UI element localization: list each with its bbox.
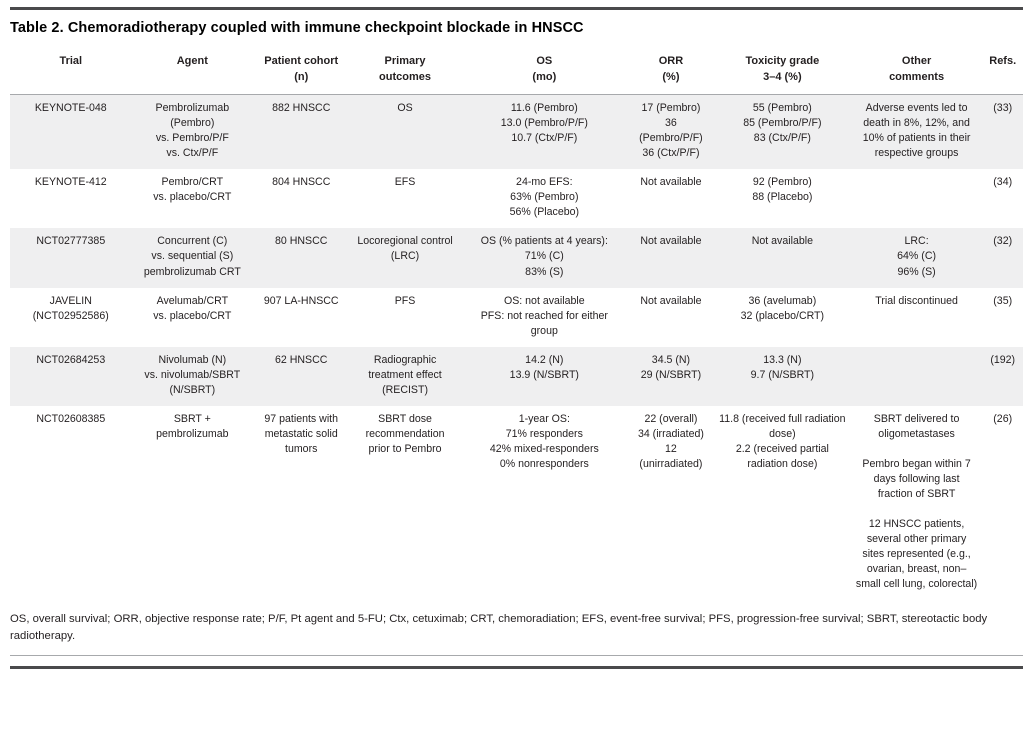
cell-patient-cohort: 62 HNSCC [275,353,328,366]
table-row: NCT02684253 Nivolumab (N) vs. nivolumab/… [10,346,1023,406]
cell-primary-outcomes: PFS [394,294,416,307]
cell-toxicity: 36 (avelumab) 32 (placebo/CRT) [740,294,825,322]
table-title: Table 2. Chemoradiotherapy coupled with … [10,20,584,36]
cell-agent: Nivolumab (N) vs. nivolumab/SBRT (N/SBRT… [144,353,241,396]
cell-orr: Not available [640,294,702,307]
cell-toxicity: 92 (Pembro) 88 (Placebo) [752,176,813,204]
cell-refs: (34) [993,176,1013,189]
cell-refs: (35) [993,294,1013,307]
cell-trial: KEYNOTE-412 [34,176,107,189]
cell-primary-outcomes: Radiographic treatment effect (RECIST) [368,353,442,396]
bottom-thin-rule [10,654,1023,656]
cell-orr: Not available [640,235,702,248]
column-header-patient-cohort: Patient cohort (n) [253,45,350,96]
cell-toxicity: Not available [751,235,813,248]
column-header-refs: Refs. [982,45,1023,96]
table-row: JAVELIN (NCT02952586) Avelumab/CRT vs. p… [10,288,1023,347]
cell-trial: NCT02777385 [36,235,106,248]
cell-os: OS (% patients at 4 years): 71% (C) 83% … [480,235,608,278]
cell-os: 1-year OS: 71% responders 42% mixed-resp… [489,412,599,470]
table-row: NCT02608385 SBRT + pembrolizumab 97 pati… [10,406,1023,600]
cell-refs: (192) [990,353,1016,366]
cell-toxicity: 11.8 (received full radiation dose) 2.2 … [719,412,846,470]
cell-trial: KEYNOTE-048 [34,102,107,115]
column-header-os: OS (mo) [460,45,628,96]
cell-patient-cohort: 907 LA-HNSCC [263,294,339,307]
cell-patient-cohort: 97 patients with metastatic solid tumors [264,412,339,455]
cell-trial: NCT02684253 [36,353,106,366]
cell-other-comments: LRC: 64% (C) 96% (S) [897,235,936,278]
column-header-primary-outcomes: Primary outcomes [349,45,461,96]
cell-refs: (32) [993,235,1013,248]
bottom-thick-rule [10,665,1023,669]
cell-os: 11.6 (Pembro) 13.0 (Pembro/P/F) 10.7 (Ct… [500,102,588,145]
table-header-row: Trial Agent Patient cohort (n) Primary o… [10,45,1023,96]
cell-orr: 34.5 (N) 29 (N/SBRT) [640,353,702,381]
cell-orr: 22 (overall) 34 (irradiated) 12 (unirrad… [637,412,704,470]
cell-other-comments [851,347,983,406]
cell-agent: Avelumab/CRT vs. placebo/CRT [153,294,232,322]
table-row: KEYNOTE-048 Pembrolizumab (Pembro) vs. P… [10,94,1023,170]
cell-toxicity: 13.3 (N) 9.7 (N/SBRT) [750,353,815,381]
column-header-trial: Trial [10,45,132,96]
cell-orr: 17 (Pembro) 36 (Pembro/P/F) 36 (Ctx/P/F) [639,102,703,160]
table-row: NCT02777385 Concurrent (C) vs. sequentia… [10,228,1023,288]
cell-trial: NCT02608385 [36,412,106,425]
clinical-trials-table: Trial Agent Patient cohort (n) Primary o… [10,45,1023,600]
cell-agent: Pembrolizumab (Pembro) vs. Pembro/P/F vs… [155,102,230,160]
column-header-agent: Agent [131,45,254,96]
cell-os: 24-mo EFS: 63% (Pembro) 56% (Placebo) [509,176,580,219]
cell-os: OS: not available PFS: not reached for e… [480,294,608,337]
cell-patient-cohort: 804 HNSCC [272,176,331,189]
cell-other-comments: Trial discontinued [875,294,958,307]
cell-refs: (26) [993,412,1013,425]
cell-agent: Pembro/CRT vs. placebo/CRT [153,176,232,204]
cell-refs: (33) [993,102,1013,115]
cell-primary-outcomes: SBRT dose recommendation prior to Pembro [365,412,445,455]
cell-os: 14.2 (N) 13.9 (N/SBRT) [509,353,579,381]
table-footnote: OS, overall survival; ORR, objective res… [10,613,988,643]
cell-trial: JAVELIN (NCT02952586) [32,294,109,322]
cell-agent: SBRT + pembrolizumab [156,412,229,440]
cell-primary-outcomes: OS [397,102,413,115]
cell-patient-cohort: 882 HNSCC [272,102,331,115]
cell-other-comments: Adverse events led to death in 8%, 12%, … [862,102,971,160]
cell-other-comments [851,169,983,228]
cell-agent: Concurrent (C) vs. sequential (S) pembro… [143,235,241,278]
cell-orr: Not available [640,176,702,189]
cell-primary-outcomes: Locoregional control (LRC) [357,235,453,263]
table-row: KEYNOTE-412 Pembro/CRT vs. placebo/CRT 8… [10,169,1023,228]
column-header-orr: ORR (%) [627,45,714,96]
cell-patient-cohort: 80 HNSCC [275,235,328,248]
column-header-other-comments: Other comments [850,45,983,96]
cell-toxicity: 55 (Pembro) 85 (Pembro/P/F) 83 (Ctx/P/F) [743,102,822,145]
column-header-toxicity: Toxicity grade 3–4 (%) [713,45,851,96]
cell-primary-outcomes: EFS [394,176,416,189]
top-rule [10,7,1023,10]
cell-other-comments: SBRT delivered to oligometastases Pembro… [855,412,978,591]
